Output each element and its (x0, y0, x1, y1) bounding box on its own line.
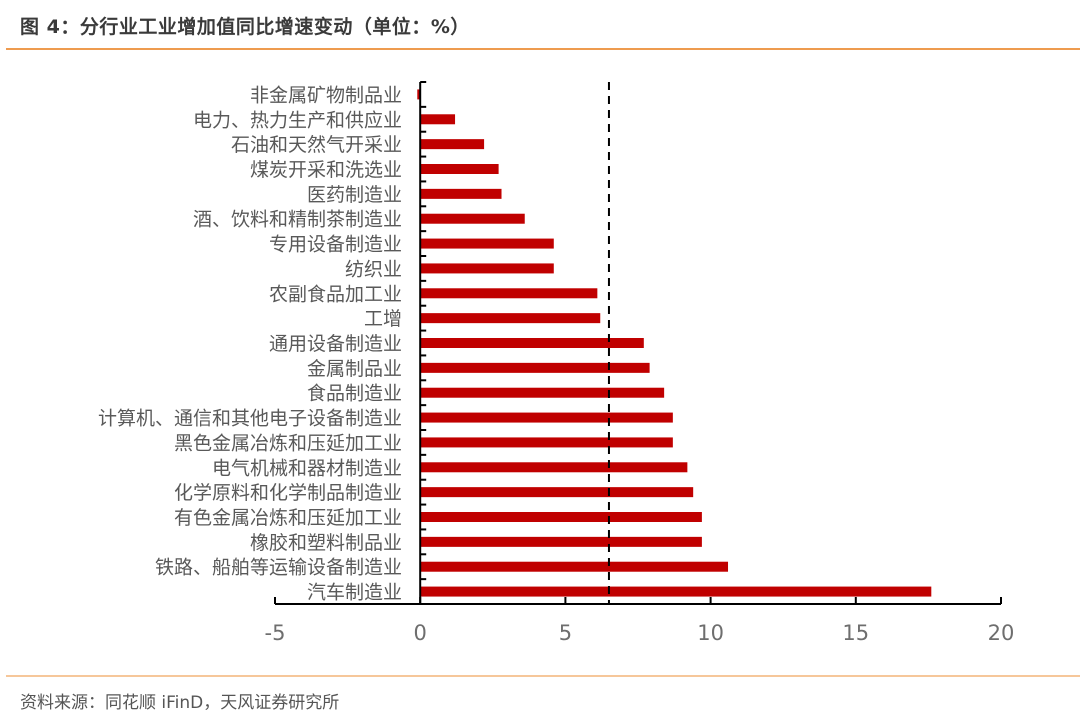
category-label: 非金属矿物制品业 (250, 84, 402, 106)
category-labels: 非金属矿物制品业电力、热力生产和供应业石油和天然气开采业煤炭开采和洗选业医药制造… (98, 84, 402, 603)
category-label: 医药制造业 (307, 184, 402, 206)
x-tick-label: 10 (697, 621, 724, 645)
bar (420, 338, 644, 348)
category-label: 橡胶和塑料制品业 (250, 532, 402, 554)
x-tick-label: 5 (559, 621, 572, 645)
category-label: 化学原料和化学制品制造业 (174, 482, 402, 504)
bar (420, 586, 932, 597)
bar (420, 437, 673, 448)
category-label: 电气机械和器材制造业 (212, 457, 402, 479)
x-tick-label: 20 (988, 621, 1015, 645)
category-label: 汽车制造业 (307, 582, 402, 604)
x-tick-label: -5 (265, 621, 286, 645)
bar (420, 487, 694, 498)
category-label: 通用设备制造业 (269, 333, 402, 355)
category-label: 铁路、船舶等运输设备制造业 (155, 557, 402, 579)
category-label: 黑色金属冶炼和压延加工业 (174, 432, 402, 454)
bar (417, 89, 421, 100)
x-tick-label: 15 (842, 621, 869, 645)
category-label: 石油和天然气开采业 (231, 134, 402, 156)
bar (420, 188, 502, 199)
figure-title: 图 4：分行业工业增加值同比增速变动（单位：%） (20, 16, 470, 38)
bar (420, 412, 673, 423)
bar (420, 238, 554, 249)
category-label: 农副食品加工业 (269, 283, 402, 305)
source-note: 资料来源：同花顺 iFinD，天风证券研究所 (20, 693, 340, 713)
x-tick-label: 0 (414, 621, 427, 645)
title-divider (6, 48, 1080, 50)
category-label: 电力、热力生产和供应业 (193, 109, 402, 131)
bar (420, 288, 598, 299)
bar (420, 462, 688, 473)
bar (420, 263, 554, 274)
bar (420, 139, 485, 150)
category-label: 计算机、通信和其他电子设备制造业 (98, 408, 402, 430)
bars-group (417, 89, 932, 597)
bar (420, 387, 665, 398)
bar (420, 164, 499, 174)
category-label: 食品制造业 (307, 383, 402, 405)
bar (420, 313, 601, 324)
category-label: 酒、饮料和精制茶制造业 (193, 209, 402, 231)
category-label: 纺织业 (345, 258, 402, 280)
x-tick-labels: -5 0 5 10 15 20 (265, 621, 1015, 645)
category-label: 有色金属冶炼和压延加工业 (174, 507, 402, 529)
category-label: 金属制品业 (307, 358, 402, 380)
bar (420, 536, 702, 547)
bar (420, 512, 702, 522)
bar (420, 362, 650, 373)
bar (420, 114, 456, 125)
bar (420, 561, 729, 572)
bar (420, 213, 525, 224)
category-label: 煤炭开采和洗选业 (250, 159, 402, 181)
category-label: 工增 (364, 308, 402, 330)
category-label: 专用设备制造业 (269, 234, 402, 256)
axes-group (274, 81, 1002, 605)
source-divider (6, 675, 1080, 677)
